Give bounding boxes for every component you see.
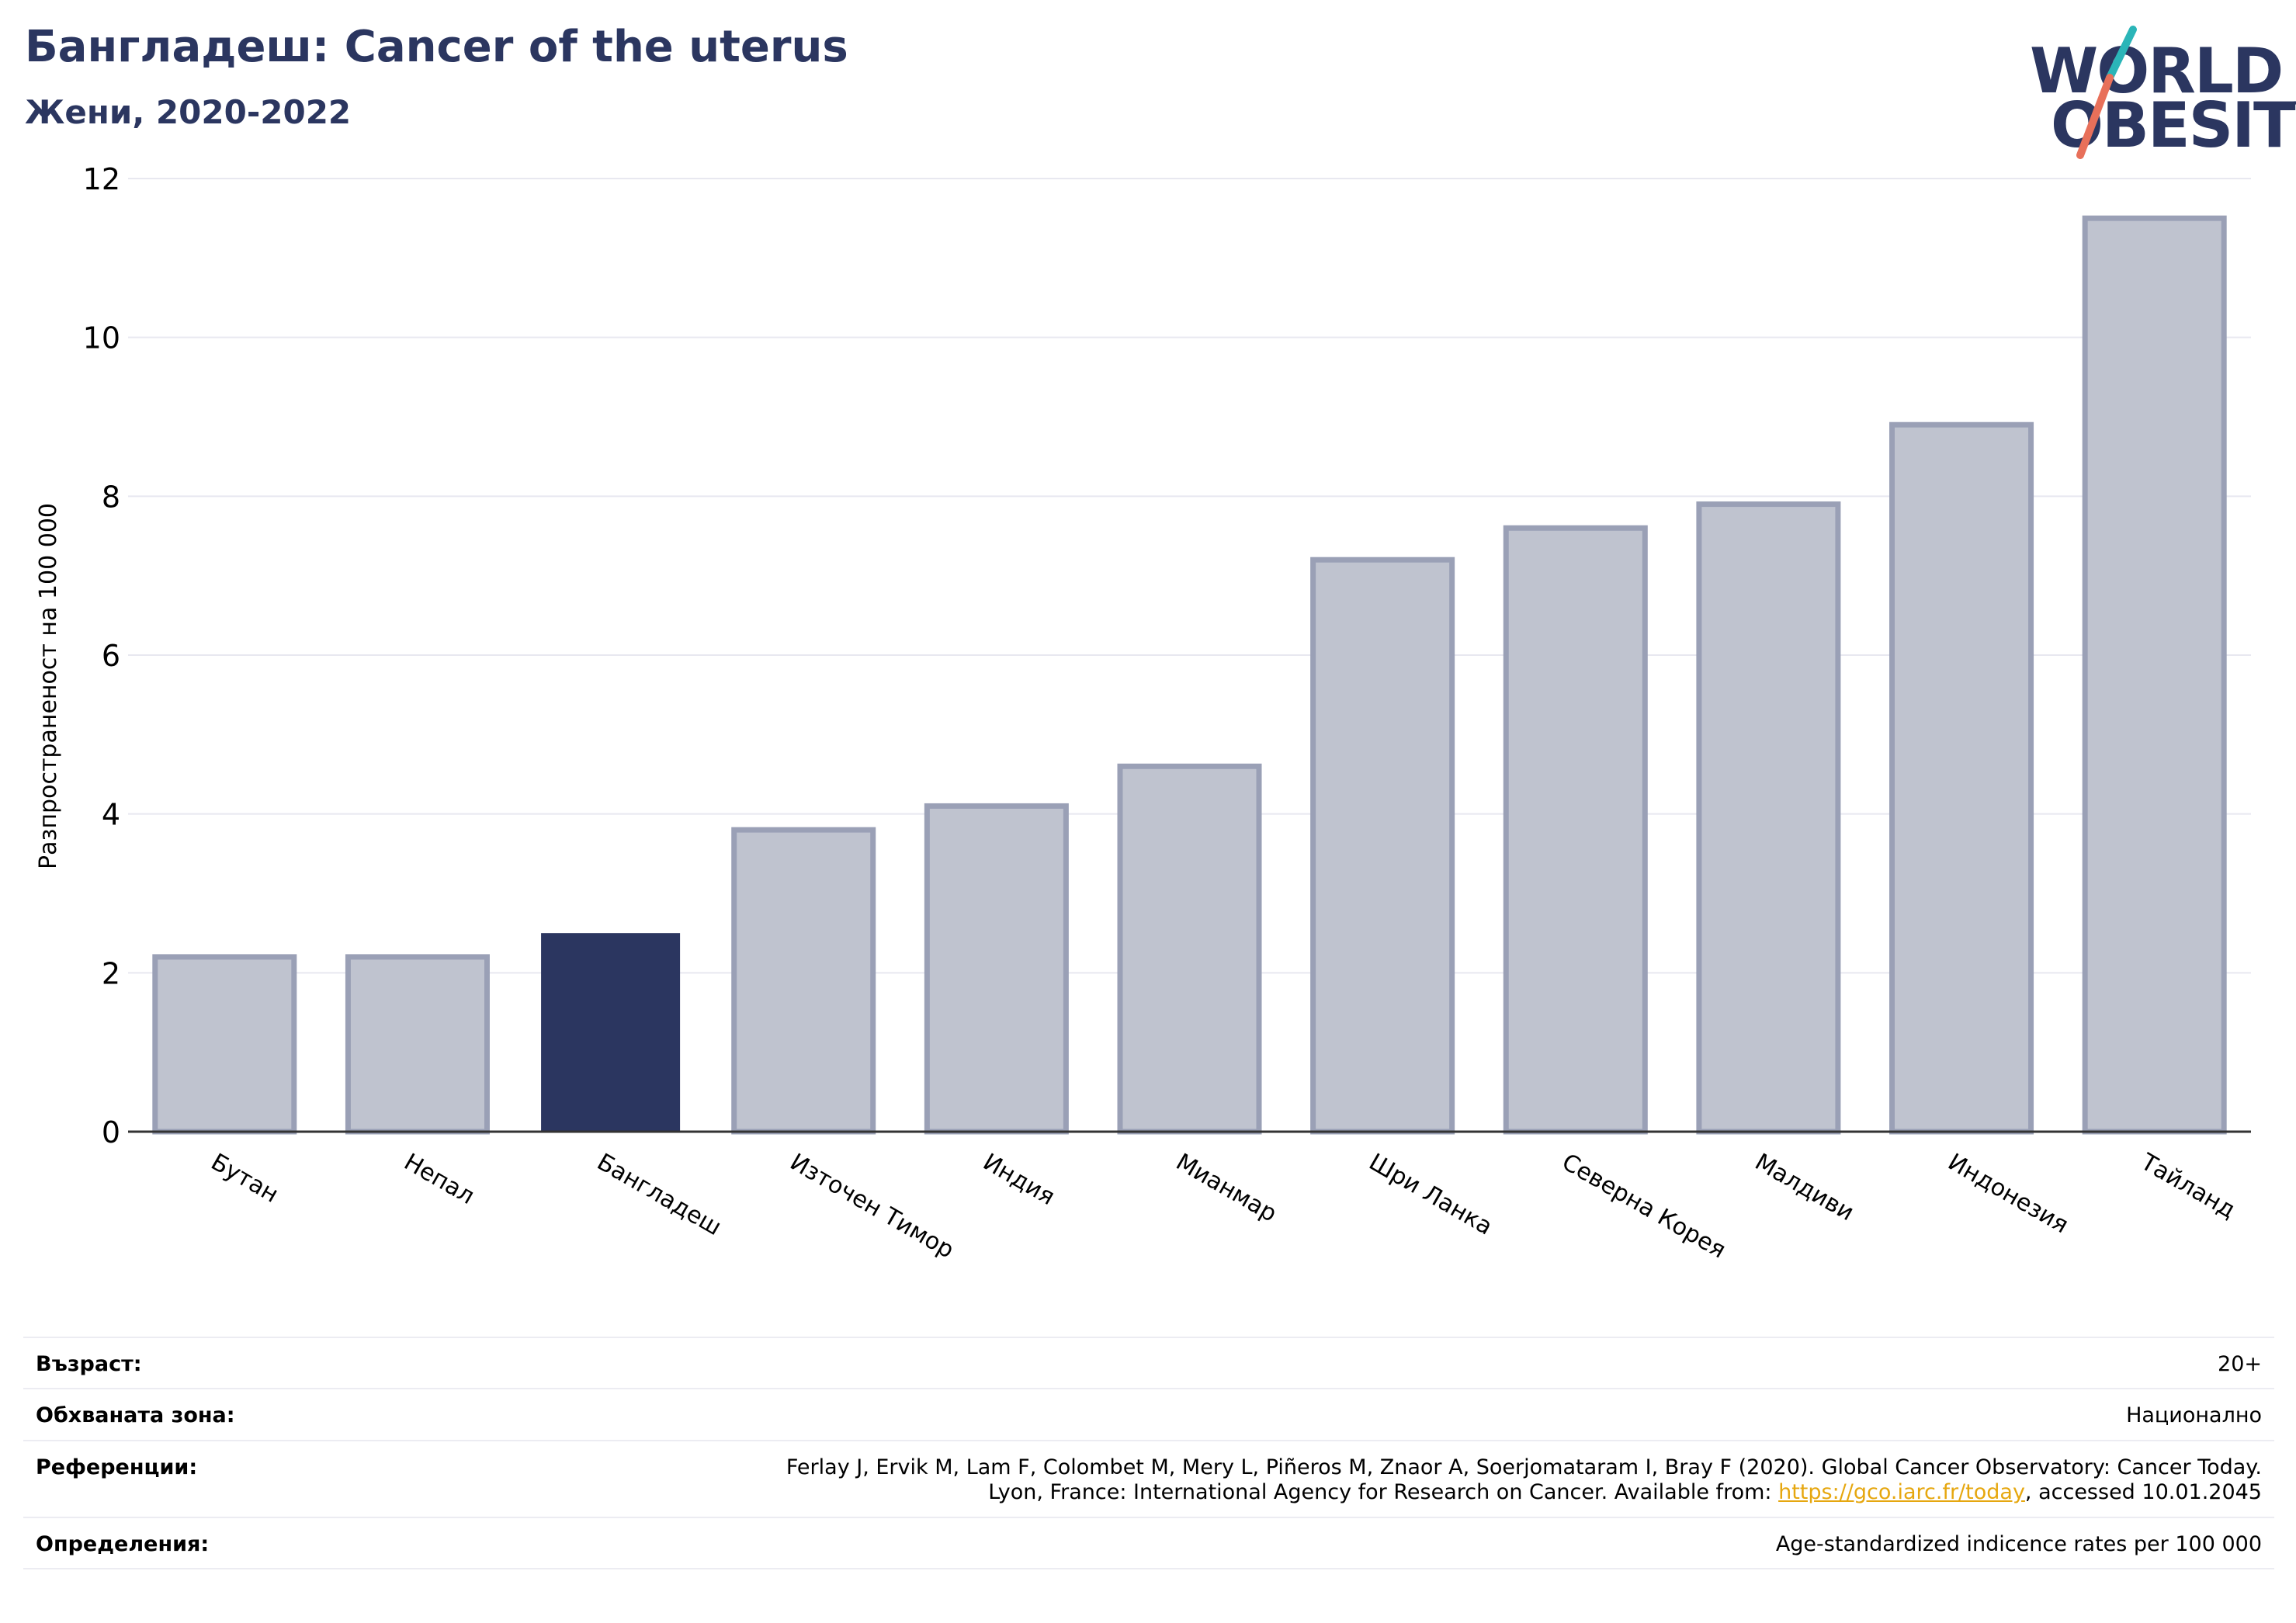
bar-0 bbox=[152, 954, 297, 1135]
area-label: Обхваната зона: bbox=[36, 1403, 235, 1428]
x-tick-label: Непал bbox=[399, 1149, 479, 1210]
logo-slash-icon bbox=[2076, 26, 2137, 159]
references-line2-post: , accessed 10.01.2045 bbox=[2024, 1480, 2262, 1505]
definitions-label: Определения: bbox=[36, 1531, 210, 1556]
bars bbox=[152, 215, 2227, 1135]
info-row-area: Обхваната зона: Национално bbox=[23, 1388, 2274, 1439]
bar-8 bbox=[1696, 501, 1841, 1135]
y-tick-label: 4 bbox=[102, 798, 120, 832]
age-value: 20+ bbox=[2218, 1352, 2262, 1376]
y-tick-label: 0 bbox=[102, 1115, 120, 1150]
references-link[interactable]: https://gco.iarc.fr/today bbox=[1778, 1480, 2025, 1505]
references-line2-pre: Lyon, France: International Agency for R… bbox=[988, 1480, 1779, 1505]
info-row-definitions: Определения: Age-standardized indicence … bbox=[23, 1516, 2274, 1569]
x-tick-label: Мианмар bbox=[1171, 1149, 1282, 1228]
x-tick-label: Северна Корея bbox=[1557, 1149, 1730, 1264]
x-tick-label: Малдиви bbox=[1750, 1149, 1858, 1227]
area-value: Национално bbox=[2126, 1403, 2262, 1428]
info-table: Възраст: 20+ Обхваната зона: Национално … bbox=[23, 1337, 2274, 1569]
info-row-references: Референции: Ferlay J, Ervik M, Lam F, Co… bbox=[23, 1439, 2274, 1517]
references-line1: Ferlay J, Ervik M, Lam F, Colombet M, Me… bbox=[786, 1455, 2262, 1479]
references-label: Референции: bbox=[36, 1455, 198, 1479]
logo-line1: WORLD bbox=[2030, 35, 2284, 107]
world-obesity-logo: WORLD OBESITY bbox=[2018, 23, 2296, 163]
chart-title: Бангладеш: Cancer of the uterus bbox=[25, 22, 848, 72]
y-tick-label: 6 bbox=[102, 639, 120, 673]
bar-2 bbox=[541, 933, 681, 1132]
x-tick-label: Тайланд bbox=[2135, 1148, 2240, 1224]
bar-9 bbox=[1889, 421, 2034, 1135]
age-label: Възраст: bbox=[36, 1352, 142, 1376]
x-tick-labels: Бутан Непал Бангладеш Източен Тимор Индия Миа… bbox=[206, 1148, 2240, 1264]
bar-5 bbox=[1117, 763, 1262, 1135]
x-tick-label: Индонезия bbox=[1944, 1149, 2073, 1240]
y-tick-labels: 0 2 4 6 8 10 12 bbox=[83, 162, 120, 1150]
y-tick-label: 2 bbox=[102, 956, 120, 990]
bar-7 bbox=[1503, 525, 1648, 1135]
y-tick-label: 12 bbox=[83, 162, 120, 196]
x-tick-label: Източен Тимор bbox=[786, 1149, 959, 1264]
bar-10 bbox=[2082, 215, 2227, 1135]
bar-6 bbox=[1310, 557, 1455, 1135]
bar-1 bbox=[345, 954, 490, 1135]
references-value: Ferlay J, Ervik M, Lam F, Colombet M, Me… bbox=[786, 1455, 2262, 1506]
bar-chart: 0 2 4 6 8 10 12 Бутан Непал Бангладеш Източен Тим… bbox=[35, 162, 2251, 1264]
y-tick-label: 10 bbox=[83, 321, 120, 355]
x-tick-label: Шри Ланка bbox=[1365, 1149, 1497, 1241]
info-row-age: Възраст: 20+ bbox=[23, 1337, 2274, 1388]
bar-3 bbox=[731, 827, 876, 1135]
chart-subtitle: Жени, 2020-2022 bbox=[25, 93, 352, 131]
x-tick-label: Бангладеш bbox=[592, 1149, 726, 1242]
x-tick-label: Бутан bbox=[206, 1149, 283, 1209]
x-tick-label: Индия bbox=[978, 1149, 1059, 1211]
definitions-value: Age-standardized indicence rates per 100… bbox=[1775, 1531, 2262, 1556]
y-tick-label: 8 bbox=[102, 480, 120, 514]
y-axis-label: Разпространеност на 100 000 bbox=[35, 503, 62, 869]
bar-4 bbox=[924, 803, 1069, 1135]
